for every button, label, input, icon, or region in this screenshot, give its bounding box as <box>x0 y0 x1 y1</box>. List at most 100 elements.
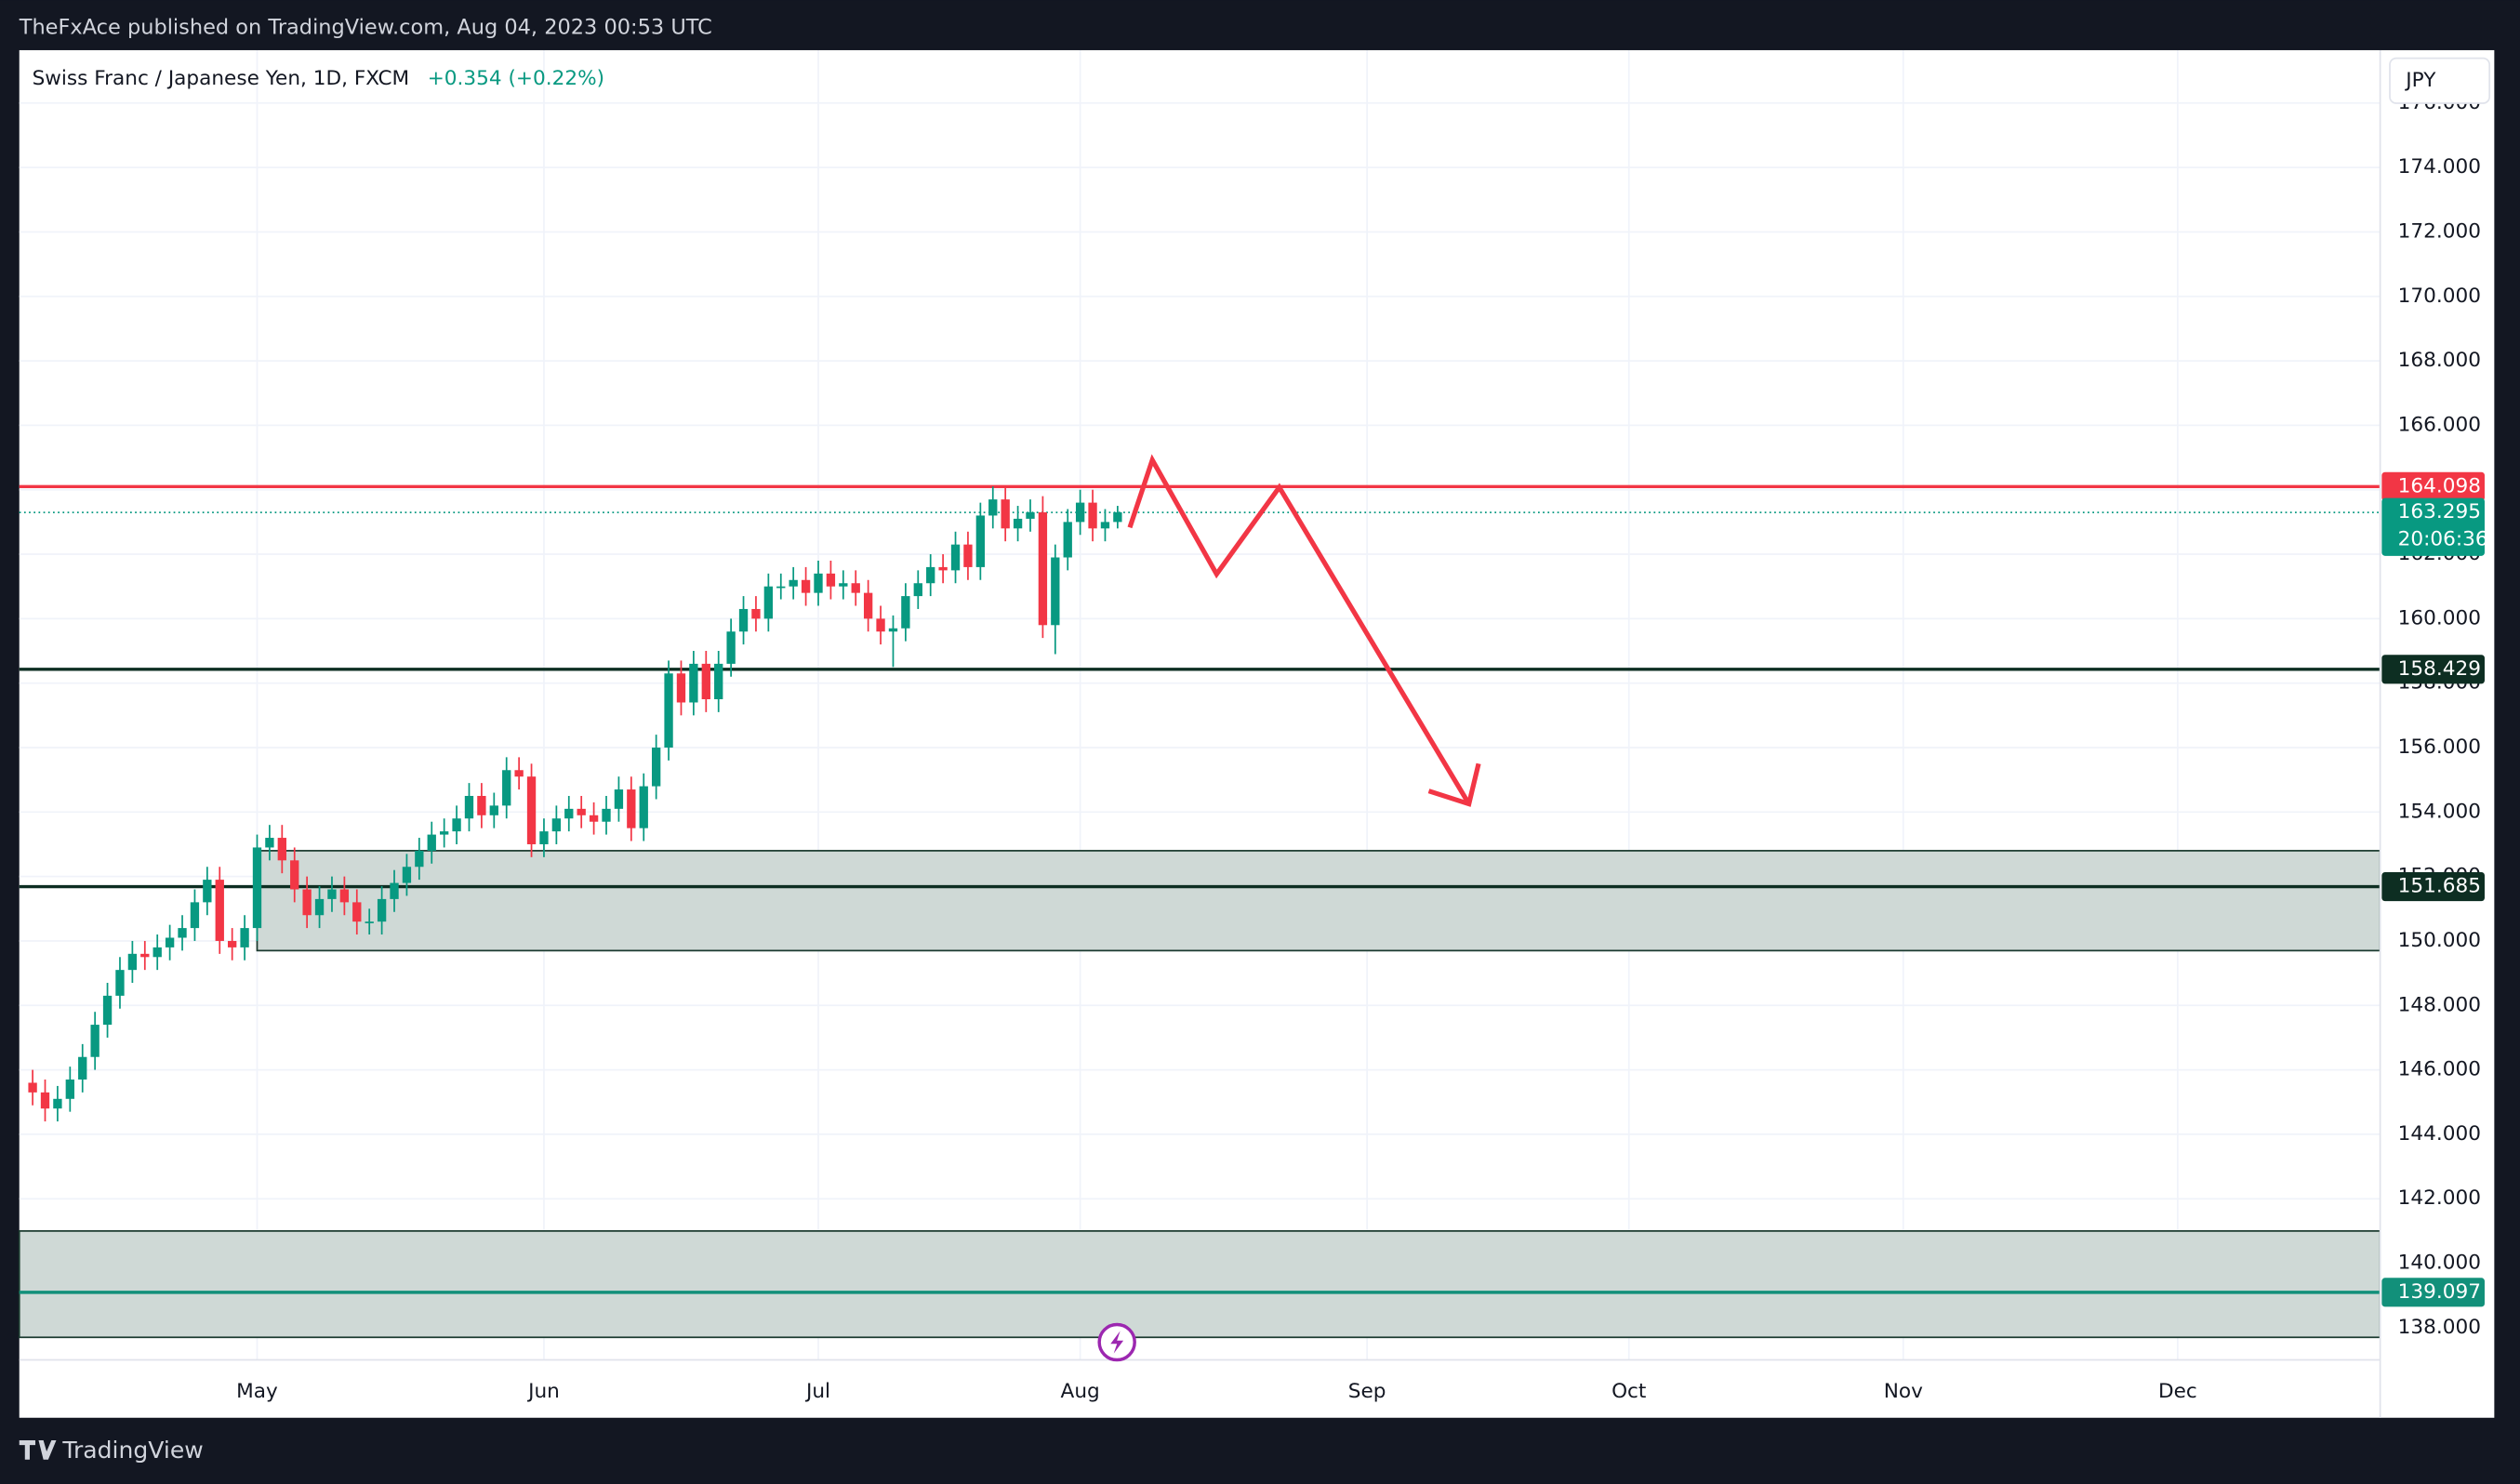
y-tick-label: 150.000 <box>2398 929 2481 952</box>
candle-body <box>888 628 898 632</box>
candle-body <box>938 566 948 571</box>
candle-body <box>851 583 860 593</box>
candle-body <box>801 579 811 593</box>
candle-body <box>564 808 574 819</box>
candle-body <box>477 795 486 815</box>
candle-body <box>789 579 798 587</box>
candle-body <box>365 921 374 923</box>
candle-body <box>1075 502 1085 523</box>
candle-body <box>614 789 624 809</box>
candle-body <box>1100 522 1110 529</box>
currency[interactable]: JPY <box>2404 69 2436 92</box>
candle-body <box>452 818 461 832</box>
countdown: 20:06:36 <box>2398 528 2488 551</box>
candle-body <box>402 867 412 883</box>
price-label: 151.685 <box>2398 875 2481 898</box>
zone <box>18 1230 2381 1339</box>
candle-body <box>53 1098 62 1109</box>
event-bolt <box>1110 1331 1124 1354</box>
price-label: 163.295 <box>2398 500 2481 523</box>
candle-body <box>377 898 387 922</box>
symbol-title: Swiss Franc / Japanese Yen, 1D, FXCM <box>33 67 410 90</box>
y-tick-label: 140.000 <box>2398 1252 2481 1275</box>
candle-body <box>1063 522 1072 558</box>
price-label-bg <box>2381 655 2485 684</box>
candle-body <box>602 808 611 822</box>
y-tick-label: 174.000 <box>2398 155 2481 179</box>
y-tick-label: 172.000 <box>2398 219 2481 243</box>
candle-body <box>127 953 138 971</box>
candle-body <box>714 663 723 700</box>
candle-body <box>776 586 786 589</box>
candle-body <box>639 786 648 828</box>
x-tick-label: Dec <box>2158 1380 2197 1403</box>
y-tick-label: 160.000 <box>2398 606 2481 629</box>
candle-body <box>40 1092 50 1109</box>
candle-body <box>701 663 710 700</box>
logo <box>19 1439 57 1460</box>
x-tick-label: Nov <box>1884 1380 1923 1403</box>
currency-button[interactable] <box>2389 57 2491 104</box>
y-tick-label: 138.000 <box>2398 1316 2481 1339</box>
candle-body <box>1051 557 1060 626</box>
candle-body <box>1038 511 1048 626</box>
candle-body <box>228 940 237 947</box>
candle-body <box>489 805 498 815</box>
candle-body <box>526 776 537 844</box>
candle-body <box>140 953 150 958</box>
price-label-bg <box>2381 497 2485 556</box>
price-label: 158.429 <box>2398 657 2481 681</box>
chart-area <box>19 49 2495 1418</box>
projection-arrow <box>1127 454 1471 805</box>
candle-body <box>203 880 212 903</box>
candle-body <box>551 818 562 832</box>
candle-body <box>763 586 774 619</box>
candle-body <box>153 947 162 958</box>
candle-body <box>577 808 586 815</box>
candle-body <box>439 831 449 835</box>
candle-body <box>589 815 599 822</box>
candle-body <box>901 596 910 629</box>
y-tick-label: 148.000 <box>2398 993 2481 1016</box>
candle-body <box>963 544 973 567</box>
x-tick-label: Sep <box>1348 1380 1386 1403</box>
candle-body <box>1001 499 1010 529</box>
arrow-head <box>1427 762 1481 807</box>
candle-body <box>240 928 249 947</box>
candle-body <box>415 850 424 868</box>
candle-body <box>215 880 224 941</box>
candle-body <box>352 902 362 922</box>
y-tick-label: 146.000 <box>2398 1058 2481 1081</box>
x-tick-label: May <box>236 1380 278 1403</box>
candle-body <box>302 889 312 916</box>
candle-body <box>102 995 113 1026</box>
candle-body <box>926 566 935 584</box>
candle-body <box>390 882 399 899</box>
y-tick-label: 156.000 <box>2398 735 2481 759</box>
price-label: 164.098 <box>2398 474 2481 497</box>
candle-body <box>826 573 836 587</box>
candle-body <box>738 608 749 632</box>
candle-body <box>252 847 262 929</box>
candle-body <box>1026 511 1035 519</box>
y-tick-label: 144.000 <box>2398 1122 2481 1146</box>
candle-body <box>988 499 998 516</box>
x-tick-label: Aug <box>1061 1380 1100 1403</box>
candle-body <box>676 673 686 703</box>
candle-body <box>339 889 350 903</box>
brand: TradingView <box>61 1437 203 1464</box>
candle-body <box>950 544 961 571</box>
candle-body <box>28 1082 37 1093</box>
candle-body <box>726 631 736 664</box>
candle-body <box>876 618 885 632</box>
candle-body <box>464 795 474 819</box>
y-tick-label: 142.000 <box>2398 1186 2481 1210</box>
candle-body <box>178 928 187 938</box>
zone <box>256 850 2381 952</box>
price-label-bg <box>2381 872 2485 902</box>
candle-body <box>327 889 337 899</box>
candle-body <box>814 573 823 593</box>
candle-body <box>1113 511 1122 523</box>
